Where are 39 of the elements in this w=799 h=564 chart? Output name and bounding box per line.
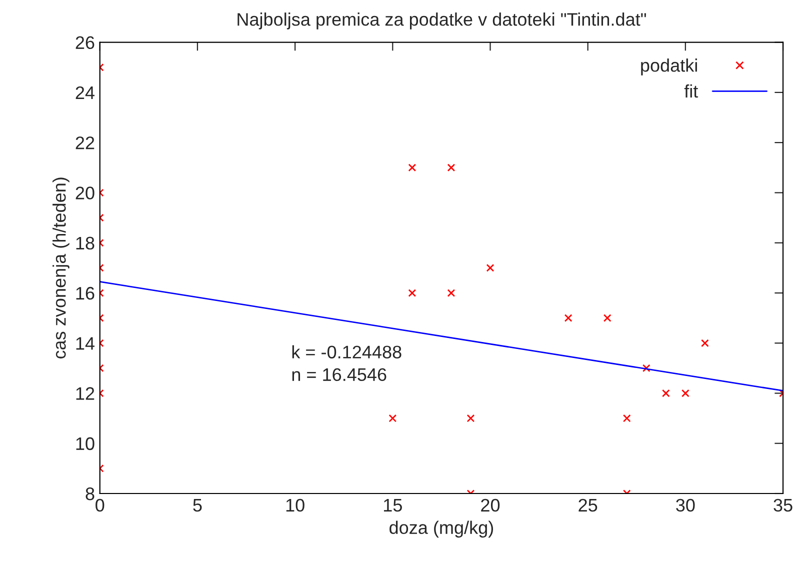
x-tick-label: 20 (481, 498, 500, 512)
x-tick-label: 30 (676, 498, 695, 512)
point (662, 389, 670, 398)
y-tick-label: 8 (86, 487, 94, 500)
point (447, 289, 456, 297)
x-tick-label: 10 (286, 498, 304, 512)
x-tick-label: 5 (193, 499, 202, 512)
x-tick-label: 0 (96, 498, 104, 512)
y-tick-label: 12 (76, 387, 94, 400)
point (700, 339, 709, 348)
legend-label: podatki (641, 58, 697, 76)
annotation: n = 16.4546 (292, 368, 386, 382)
point (642, 364, 650, 372)
legend-label: fit (684, 84, 698, 98)
y-tick-label: 10 (76, 437, 94, 450)
point (486, 264, 494, 272)
point (603, 314, 612, 322)
x-tick-label: 25 (578, 498, 598, 512)
chart-title: Najboljsa premica za podatke v datoteki "Tintin.dat" (238, 12, 646, 30)
point (564, 314, 572, 322)
x-tick-label: 15 (384, 499, 402, 512)
y-tick-label: 24 (76, 86, 94, 99)
point (388, 414, 397, 422)
y-tick-label: 26 (76, 36, 94, 50)
point (622, 414, 631, 422)
y-tick-label: 22 (76, 136, 94, 150)
point (466, 414, 475, 422)
point (408, 289, 416, 297)
y-tick-label: 20 (76, 186, 94, 200)
x-axis-title: doza (mg/kg) (390, 520, 494, 538)
point (681, 389, 690, 398)
point (447, 164, 456, 172)
annotation: k = -0.124488 (292, 345, 402, 358)
y-tick-label: 18 (76, 236, 94, 250)
y-axis-title: cas zvonenja (h/teden) (52, 178, 70, 358)
y-tick-label: 14 (76, 337, 94, 350)
point (408, 164, 416, 172)
x-tick-label: 35 (774, 498, 792, 512)
y-tick-label: 16 (76, 286, 94, 300)
